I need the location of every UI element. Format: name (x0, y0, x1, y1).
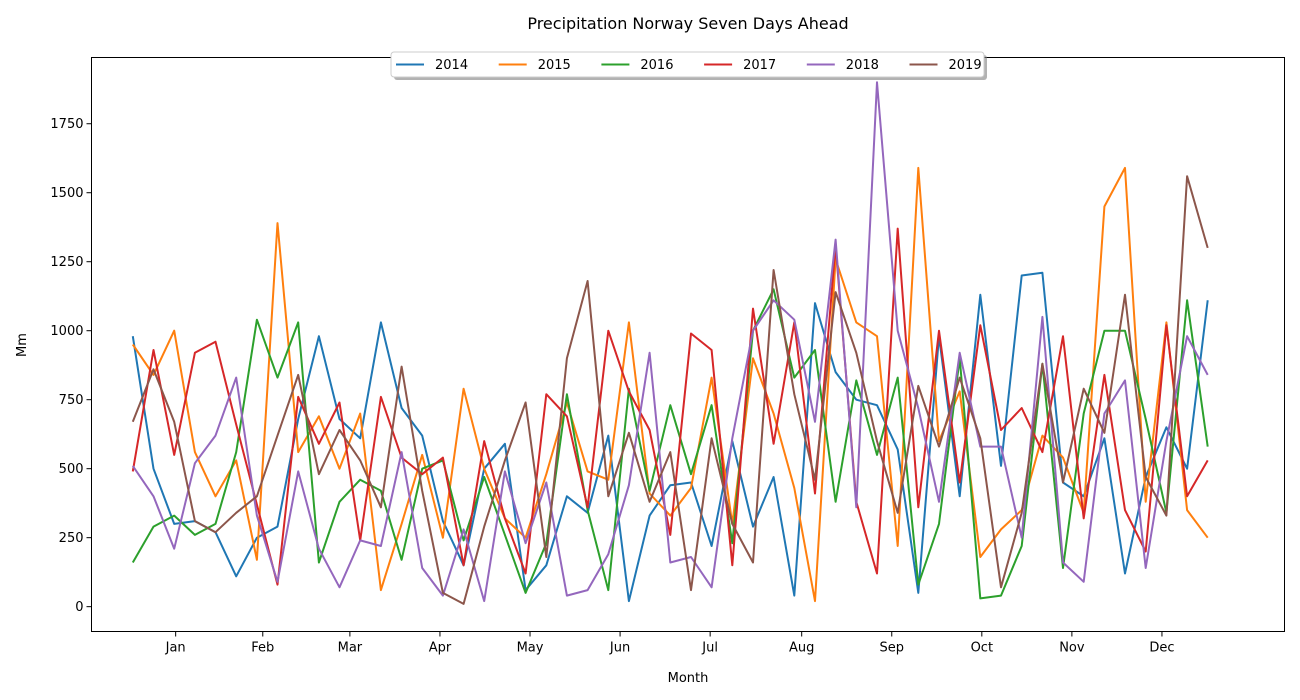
x-tick-label: Dec (1149, 641, 1174, 656)
y-tick-label: 1750 (50, 117, 83, 132)
legend-label-2015: 2015 (538, 58, 571, 73)
x-axis-label: Month (668, 671, 709, 686)
y-tick-label: 750 (59, 393, 84, 408)
legend-box (390, 51, 985, 78)
x-tick-label: Mar (338, 641, 363, 656)
legend: 2014 2015 2016 2017 2018 2019 (390, 51, 987, 80)
x-tick-label: May (517, 641, 544, 656)
x-tick-label: Oct (971, 641, 993, 656)
series-line-2014 (131, 271, 1209, 603)
x-tick-label: Feb (251, 641, 274, 656)
x-tick-label: Sep (879, 641, 904, 656)
x-axis: Jan Feb Mar Apr May Jun Jul Aug Sep Oct Nov Dec (165, 631, 1175, 656)
y-axis-label: Mm (15, 333, 30, 357)
x-tick-label: Apr (429, 641, 452, 656)
x-tick-label: Jun (609, 641, 630, 656)
y-tick-label: 0 (75, 600, 83, 615)
x-tick-label: Aug (789, 641, 814, 656)
x-tick-label: Jul (701, 641, 718, 656)
y-tick-label: 1250 (50, 255, 83, 270)
x-tick-label: Jan (165, 641, 186, 656)
series-lines (131, 81, 1209, 605)
y-tick-label: 1500 (50, 186, 83, 201)
legend-label-2017: 2017 (743, 58, 776, 73)
series-line-2019 (131, 175, 1209, 605)
series-line-2017 (131, 227, 1209, 586)
y-tick-label: 250 (59, 531, 84, 546)
legend-label-2016: 2016 (640, 58, 673, 73)
legend-label-2018: 2018 (846, 58, 879, 73)
y-axis: 0 250 500 750 1000 1250 1500 1750 (50, 117, 92, 615)
y-tick-label: 1000 (50, 324, 83, 339)
y-tick-label: 500 (59, 462, 84, 477)
legend-label-2019: 2019 (949, 58, 982, 73)
series-line-2016 (131, 288, 1209, 600)
chart-title: Precipitation Norway Seven Days Ahead (527, 14, 848, 33)
x-tick-label: Nov (1059, 641, 1085, 656)
legend-label-2014: 2014 (435, 58, 468, 73)
